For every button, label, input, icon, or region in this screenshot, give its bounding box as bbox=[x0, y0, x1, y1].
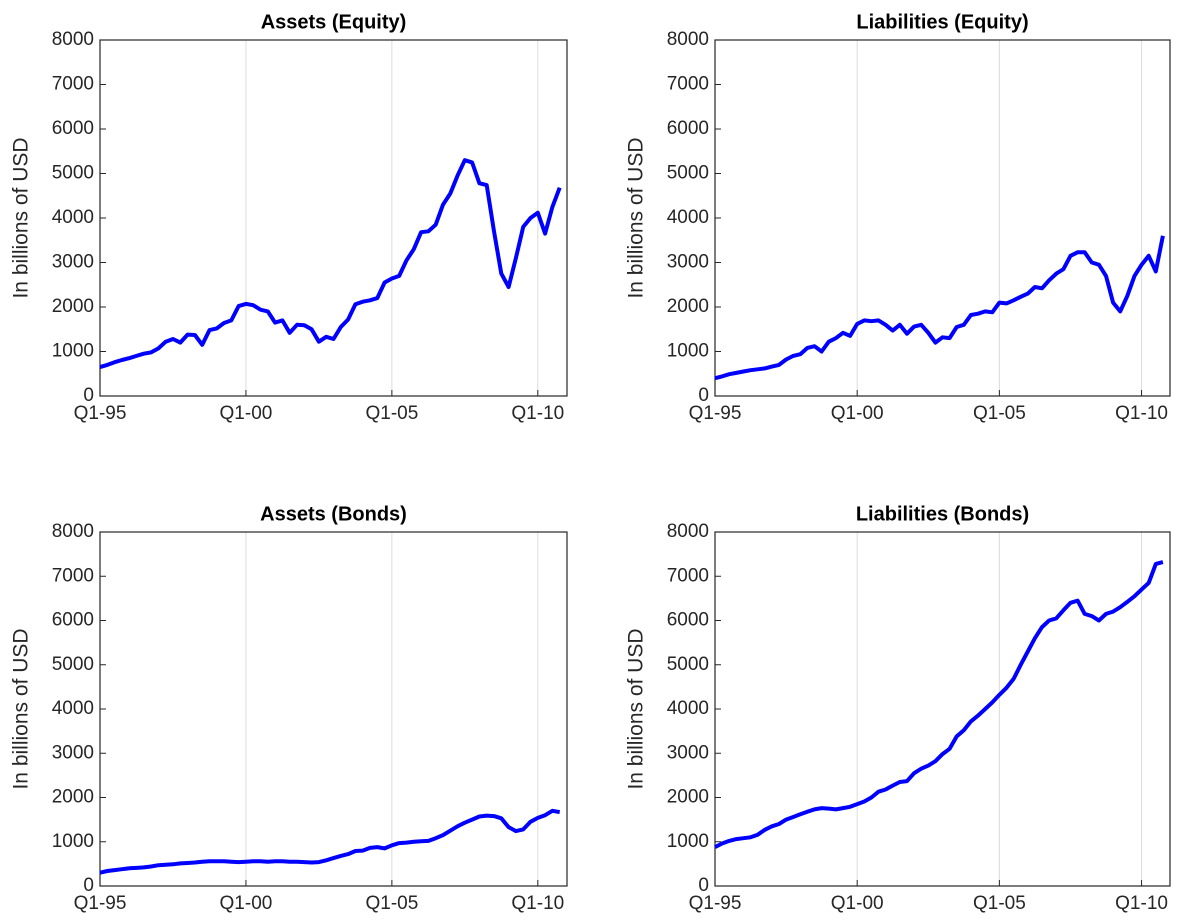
y-tick-label: 5000 bbox=[667, 654, 709, 675]
x-tick-label: Q1-05 bbox=[365, 893, 418, 914]
chart-title: Liabilities (Bonds) bbox=[856, 503, 1029, 525]
y-tick-label: 7000 bbox=[52, 74, 94, 95]
y-tick-label: 8000 bbox=[52, 29, 94, 50]
x-tick-label: Q1-95 bbox=[74, 893, 127, 914]
data-line bbox=[99, 158, 562, 370]
y-tick-label: 5000 bbox=[52, 654, 94, 675]
data-line bbox=[714, 560, 1164, 849]
x-tick-label: Q1-95 bbox=[74, 403, 127, 424]
x-tick-label: Q1-00 bbox=[831, 403, 884, 424]
y-tick-label: 0 bbox=[698, 875, 709, 896]
y-tick-label: 4000 bbox=[52, 698, 94, 719]
y-tick-label: 5000 bbox=[52, 163, 94, 184]
chart-title: Assets (Equity) bbox=[261, 11, 407, 33]
chart-title: Liabilities (Equity) bbox=[856, 11, 1028, 33]
x-tick-label: Q1-05 bbox=[973, 403, 1026, 424]
y-tick-label: 0 bbox=[698, 385, 709, 406]
y-tick-label: 2000 bbox=[667, 296, 709, 317]
x-tick-label: Q1-00 bbox=[831, 893, 884, 914]
x-tick-label: Q1-95 bbox=[689, 403, 742, 424]
y-tick-label: 5000 bbox=[667, 163, 709, 184]
y-tick-label: 1000 bbox=[52, 341, 94, 362]
y-tick-label: 8000 bbox=[52, 521, 94, 542]
y-tick-label: 2000 bbox=[52, 296, 94, 317]
y-tick-label: 2000 bbox=[667, 787, 709, 808]
y-tick-label: 3000 bbox=[667, 252, 709, 273]
x-tick-label: Q1-00 bbox=[220, 403, 273, 424]
x-tick-label: Q1-10 bbox=[1115, 893, 1168, 914]
x-tick-label: Q1-05 bbox=[365, 403, 418, 424]
y-tick-label: 4000 bbox=[52, 207, 94, 228]
y-tick-label: 6000 bbox=[667, 118, 709, 139]
axes-box bbox=[714, 39, 1171, 397]
axes-box bbox=[99, 531, 568, 887]
axes-box bbox=[99, 39, 568, 397]
y-tick-label: 8000 bbox=[667, 521, 709, 542]
y-axis-label: In billions of USD bbox=[10, 628, 33, 789]
y-tick-label: 3000 bbox=[52, 742, 94, 763]
y-tick-label: 3000 bbox=[52, 252, 94, 273]
data-line bbox=[714, 235, 1165, 381]
y-tick-label: 8000 bbox=[667, 29, 709, 50]
x-tick-label: Q1-10 bbox=[1115, 403, 1168, 424]
y-tick-label: 7000 bbox=[52, 565, 94, 586]
y-tick-label: 3000 bbox=[667, 742, 709, 763]
y-tick-label: 6000 bbox=[52, 118, 94, 139]
x-tick-label: Q1-95 bbox=[689, 893, 742, 914]
y-axis-label: In billions of USD bbox=[625, 628, 648, 789]
x-tick-label: Q1-05 bbox=[973, 893, 1026, 914]
y-tick-label: 0 bbox=[83, 875, 94, 896]
y-tick-label: 6000 bbox=[52, 610, 94, 631]
y-axis-label: In billions of USD bbox=[625, 137, 648, 298]
x-tick-label: Q1-10 bbox=[511, 893, 564, 914]
y-tick-label: 6000 bbox=[667, 610, 709, 631]
axes-box bbox=[714, 531, 1171, 887]
x-tick-label: Q1-10 bbox=[511, 403, 564, 424]
y-tick-label: 7000 bbox=[667, 565, 709, 586]
y-axis-label: In billions of USD bbox=[10, 137, 33, 298]
y-tick-label: 4000 bbox=[667, 698, 709, 719]
y-tick-label: 7000 bbox=[667, 74, 709, 95]
data-line bbox=[99, 808, 561, 875]
y-tick-label: 1000 bbox=[667, 341, 709, 362]
y-tick-label: 4000 bbox=[667, 207, 709, 228]
y-tick-label: 0 bbox=[83, 385, 94, 406]
y-tick-label: 1000 bbox=[52, 831, 94, 852]
chart-title: Assets (Bonds) bbox=[260, 503, 407, 525]
x-tick-label: Q1-00 bbox=[220, 893, 273, 914]
y-tick-label: 2000 bbox=[52, 787, 94, 808]
y-tick-label: 1000 bbox=[667, 831, 709, 852]
